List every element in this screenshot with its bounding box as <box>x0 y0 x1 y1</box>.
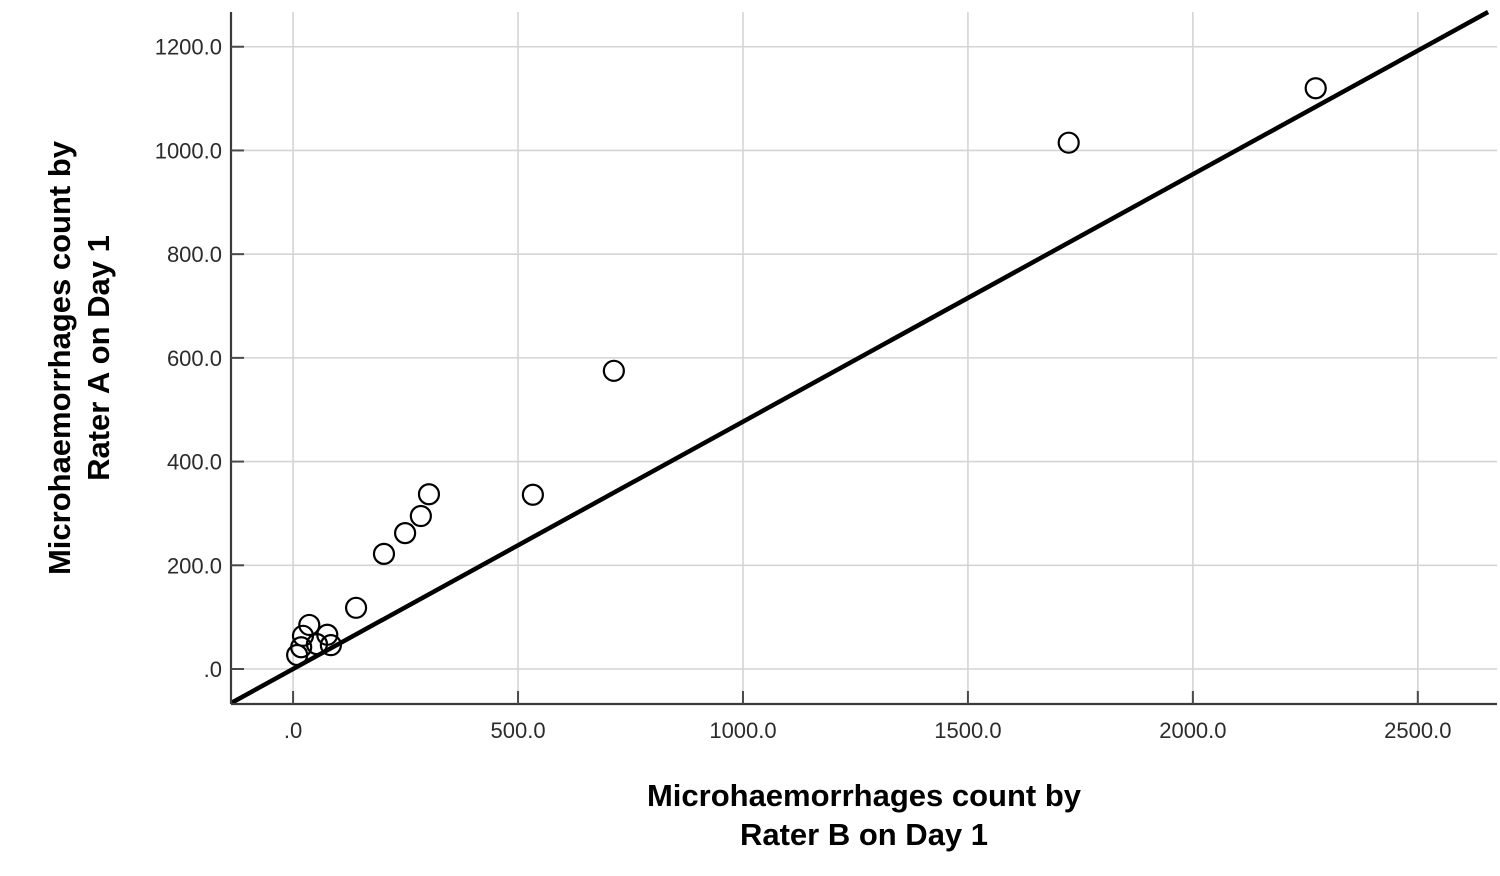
tick-marks <box>231 45 1419 704</box>
y-tick-label: 800.0 <box>167 242 222 267</box>
x-tick-label: .0 <box>284 718 302 743</box>
y-tick-labels: .0 200.0 400.0 600.0 800.0 1000.0 1200.0 <box>155 35 222 682</box>
data-point <box>290 636 313 659</box>
y-axis-title: Microhaemorrhages count by Rater A on Day… <box>42 140 116 575</box>
x-tick-label: 1000.0 <box>709 718 776 743</box>
data-point <box>372 542 396 565</box>
y-tick-label: 1000.0 <box>155 138 222 163</box>
y-tick-label: 200.0 <box>167 553 222 578</box>
x-tick-label: 1500.0 <box>934 718 1001 743</box>
data-point <box>602 359 625 382</box>
data-point <box>298 613 321 637</box>
x-axis-title: Microhaemorrhages count by Rater B on Day… <box>647 778 1082 852</box>
data-point <box>409 504 432 528</box>
data-point <box>1057 131 1080 154</box>
y-tick-label: 1200.0 <box>155 35 222 60</box>
data-point <box>344 596 368 619</box>
y-axis-title-line: Microhaemorrhages count by <box>42 140 77 575</box>
gridlines <box>231 12 1497 704</box>
x-axis-title-line: Microhaemorrhages count by <box>647 778 1082 813</box>
x-axis-title-line: Rater B on Day 1 <box>740 817 988 852</box>
x-tick-label: 2000.0 <box>1159 718 1226 743</box>
y-tick-label: 600.0 <box>167 346 222 371</box>
data-point <box>1304 77 1327 100</box>
y-tick-label: 400.0 <box>167 450 222 475</box>
data-point <box>417 483 441 506</box>
y-axis-title-line: Rater A on Day 1 <box>81 235 116 481</box>
fit-line <box>229 10 1490 706</box>
y-axis-title-group: Microhaemorrhages count by Rater A on Day… <box>42 140 116 575</box>
x-tick-labels: .0 500.0 1000.0 1500.0 2000.0 2500.0 <box>284 718 1452 743</box>
data-points <box>286 77 1327 667</box>
x-tick-label: 500.0 <box>491 718 546 743</box>
data-point <box>316 623 339 646</box>
data-point <box>394 522 417 545</box>
x-tick-label: 2500.0 <box>1384 718 1451 743</box>
data-point <box>521 483 544 506</box>
y-tick-label: .0 <box>204 657 222 682</box>
